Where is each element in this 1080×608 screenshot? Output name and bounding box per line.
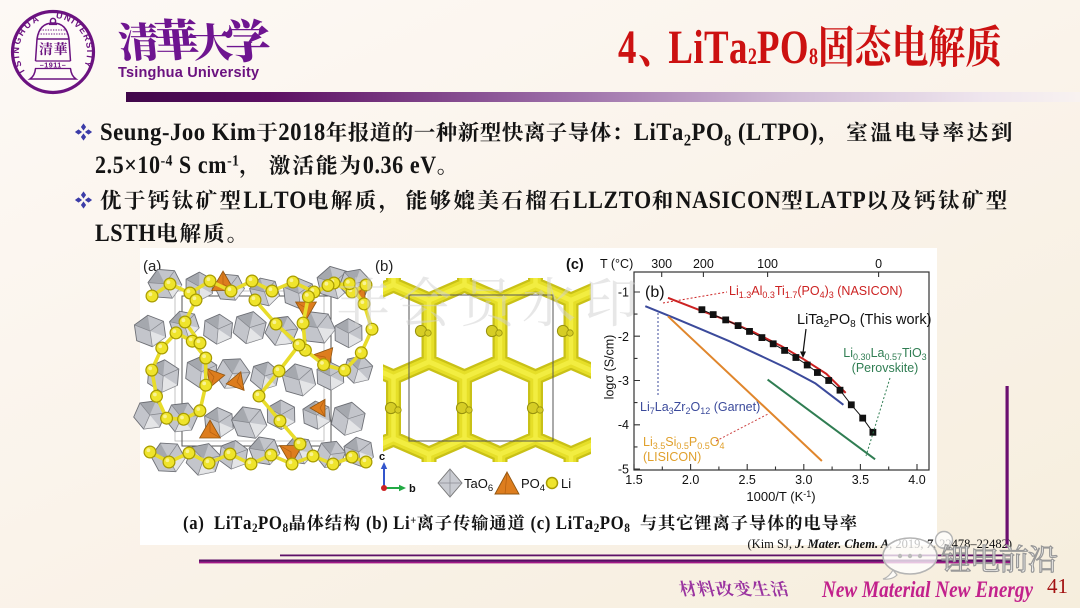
- svg-text:-2: -2: [618, 330, 629, 344]
- svg-text:T (°C): T (°C): [600, 257, 633, 271]
- svg-text:(b): (b): [645, 284, 665, 301]
- svg-text:Li: Li: [561, 476, 571, 491]
- svg-text:Li3.5​Si0.5​P0.5​O4​: Li3.5​Si0.5​P0.5​O4​: [643, 435, 725, 451]
- svg-text:-5: -5: [618, 463, 629, 477]
- svg-text:2.0: 2.0: [682, 473, 699, 487]
- svg-text:Li0.30​La0.57​TiO3​: Li0.30​La0.57​TiO3​: [843, 346, 926, 362]
- svg-text:PO4: PO4: [521, 476, 545, 494]
- svg-text:300: 300: [651, 257, 672, 271]
- svg-text:41: 41: [1047, 574, 1068, 598]
- svg-text:–1911–: –1911–: [40, 61, 67, 70]
- svg-text:logσ (S/cm): logσ (S/cm): [603, 335, 617, 400]
- svg-text:200: 200: [693, 257, 714, 271]
- svg-text:2.5: 2.5: [739, 473, 756, 487]
- svg-text:Li1.3​Al0.3​Ti1.7​(PO4​)3​ (NA: Li1.3​Al0.3​Ti1.7​(PO4​)3​ (NASICON): [729, 284, 903, 300]
- svg-text:100: 100: [757, 257, 778, 271]
- svg-text:TaO6: TaO6: [464, 476, 493, 494]
- svg-text:(Perovskite): (Perovskite): [852, 361, 919, 375]
- svg-text:1.5: 1.5: [625, 473, 642, 487]
- svg-text:-1: -1: [618, 286, 629, 300]
- svg-text:(Kim SJ, J. Mater. Chem. A, 20: (Kim SJ, J. Mater. Chem. A, 2019, 7, 224…: [748, 537, 1013, 551]
- svg-text:3.5: 3.5: [852, 473, 869, 487]
- svg-text:(c): (c): [566, 257, 584, 273]
- svg-text:Tsinghua University: Tsinghua University: [118, 65, 259, 81]
- svg-text:(LISICON): (LISICON): [643, 450, 701, 464]
- svg-text:4.0: 4.0: [908, 473, 925, 487]
- svg-text:1000/T (K-1): 1000/T (K-1): [746, 489, 815, 504]
- svg-text:c: c: [379, 451, 385, 463]
- svg-text:(b): (b): [375, 258, 393, 275]
- svg-text:0: 0: [875, 257, 882, 271]
- svg-text:3.0: 3.0: [795, 473, 812, 487]
- svg-text:New Material New Energy: New Material New Energy: [821, 577, 1033, 603]
- svg-text:Li7​La3​Zr2​O12​ (Garnet): Li7​La3​Zr2​O12​ (Garnet): [640, 400, 760, 416]
- svg-text:-4: -4: [618, 418, 629, 432]
- svg-text:b: b: [409, 483, 416, 495]
- svg-text:LiTa2PO8 (This work): LiTa2PO8 (This work): [797, 312, 931, 330]
- svg-text:-3: -3: [618, 374, 629, 388]
